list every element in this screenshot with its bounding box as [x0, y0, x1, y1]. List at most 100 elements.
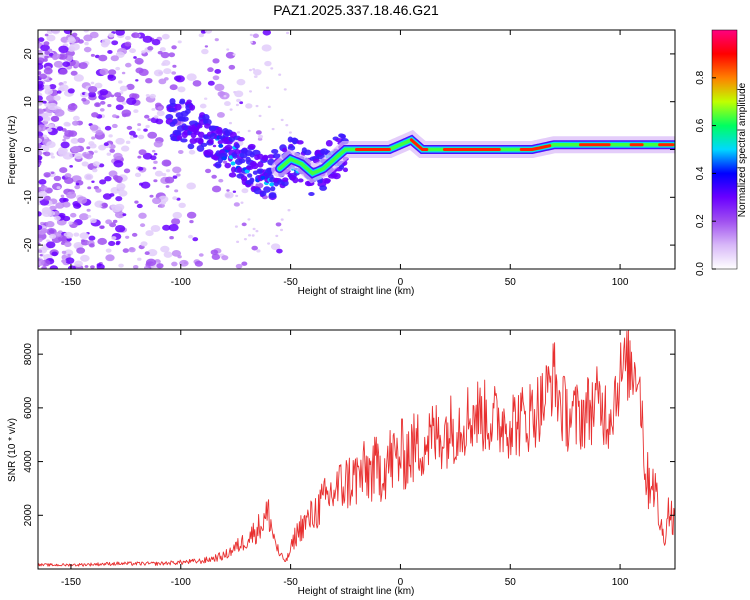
spectrogram-blob [80, 239, 86, 243]
spectrogram-blob [49, 233, 57, 239]
spectrogram-blob [72, 115, 80, 121]
spectrogram-blob [249, 41, 253, 44]
spectrogram-blob [105, 254, 115, 262]
spectrogram-blob [222, 160, 228, 164]
spectrogram-x-tick-label: -100 [171, 277, 191, 288]
spectrogram-blob [245, 103, 253, 109]
spectrogram-blob [152, 197, 162, 205]
spectrogram-blob [171, 45, 177, 50]
spectrogram-blob [211, 185, 222, 193]
spectrogram-blob [119, 213, 123, 217]
spectrogram-blob [66, 191, 77, 199]
spectrogram-blob [147, 118, 152, 121]
spectrogram-blob [79, 232, 89, 240]
spectrogram-blob [224, 101, 231, 107]
spectrogram-blob [161, 33, 170, 40]
spectrogram-ridge-blob [260, 175, 266, 180]
spectrogram-blob [71, 145, 81, 153]
spectrogram-blob [253, 69, 262, 76]
spectrogram-blob [137, 128, 141, 131]
spectrogram-blob [214, 69, 222, 74]
spectrogram-blob [247, 129, 251, 133]
spectrogram-blob [247, 234, 251, 237]
spectrogram-blob [129, 48, 136, 54]
spectrogram-blob [153, 179, 158, 183]
spectrogram-blob [56, 90, 62, 94]
spectrogram-y-tick-label: 20 [23, 48, 34, 60]
spectrogram-blob [247, 218, 251, 221]
spectrogram-blob [125, 62, 132, 68]
spectrogram-blob [226, 189, 230, 192]
spectrogram-blob [38, 37, 45, 42]
spectrogram-blob [90, 81, 95, 85]
spectrogram-ridge-blob [236, 166, 243, 173]
spectrogram-blob [125, 140, 131, 144]
spectrogram-blob [44, 88, 53, 95]
spectrogram-blob [234, 225, 238, 228]
spectrogram-blob [145, 93, 150, 97]
spectrogram-blob [77, 137, 86, 144]
spectrogram-blob [161, 200, 166, 205]
spectrogram-blob [163, 68, 172, 75]
spectrogram-blob [115, 30, 125, 36]
spectrogram-blob [89, 124, 99, 131]
spectrogram-blob [58, 53, 68, 60]
spectrogram-blob [123, 168, 131, 174]
spectrogram-blob [76, 196, 88, 204]
spectrogram-blob [221, 255, 229, 261]
spectrogram-blob [137, 134, 145, 140]
spectrogram-blob [144, 266, 149, 269]
spectrogram-blob [168, 52, 176, 58]
spectrogram-ridge-blob [187, 143, 195, 150]
spectrogram-ridge-blob [263, 186, 271, 193]
spectrogram-blob [267, 242, 271, 245]
spectrogram-blob [261, 44, 272, 52]
spectrogram-blob [157, 50, 163, 55]
spectrogram-blob [118, 190, 128, 197]
spectrogram-blob [280, 228, 284, 232]
spectrogram-blob [43, 116, 51, 122]
spectrogram-blob [171, 261, 178, 267]
spectrogram-blob [286, 31, 290, 35]
spectrogram-blob [83, 46, 92, 53]
spectrogram-blob [104, 176, 112, 182]
spectrogram-blob [74, 153, 83, 160]
spectrogram-y-tick-label: 0 [23, 146, 34, 152]
spectrogram-ridge-blob [218, 143, 224, 148]
spectrogram-blob [42, 100, 47, 104]
spectrogram-ridge-blob [174, 103, 182, 111]
spectrogram-ridge-blob [228, 172, 237, 178]
spectrogram-x-tick-label: 100 [612, 277, 629, 288]
spectrogram-blob [50, 155, 56, 159]
spectrogram-blob [172, 166, 182, 174]
spectrogram-blob [112, 114, 118, 118]
spectrogram-ridge-blob [214, 161, 222, 169]
spectrogram-blob [135, 79, 139, 82]
spectrogram-blob [151, 107, 156, 111]
spectrogram-blob [122, 248, 129, 253]
spectrogram-blob [128, 130, 136, 136]
spectrogram-blob [59, 68, 68, 75]
spectrogram-blob [223, 94, 227, 98]
spectrogram-blob [136, 203, 143, 209]
spectrogram-blob [87, 186, 92, 190]
spectrogram-ridge-blob [172, 118, 178, 125]
spectrogram-blob [153, 152, 158, 156]
spectrogram-blob [38, 115, 44, 123]
spectrogram-blob [186, 73, 197, 81]
spectrogram-blob [56, 126, 64, 131]
snr-y-tick-label: 2000 [23, 504, 34, 527]
spectrogram-blob [54, 109, 65, 117]
snr-x-tick-label: 50 [505, 577, 517, 588]
spectrogram-blob [45, 221, 55, 228]
spectrogram-blob [232, 190, 237, 193]
spectrogram-blob [115, 137, 125, 145]
spectrogram-blob [252, 227, 256, 231]
spectrogram-blob [38, 108, 45, 115]
spectrogram-blob [153, 160, 158, 164]
spectrogram-blob [49, 83, 57, 90]
spectrogram-blob [168, 223, 179, 232]
spectrogram-blob [53, 175, 62, 182]
spectrogram-blob [137, 155, 142, 159]
spectrogram-blob [149, 194, 154, 198]
